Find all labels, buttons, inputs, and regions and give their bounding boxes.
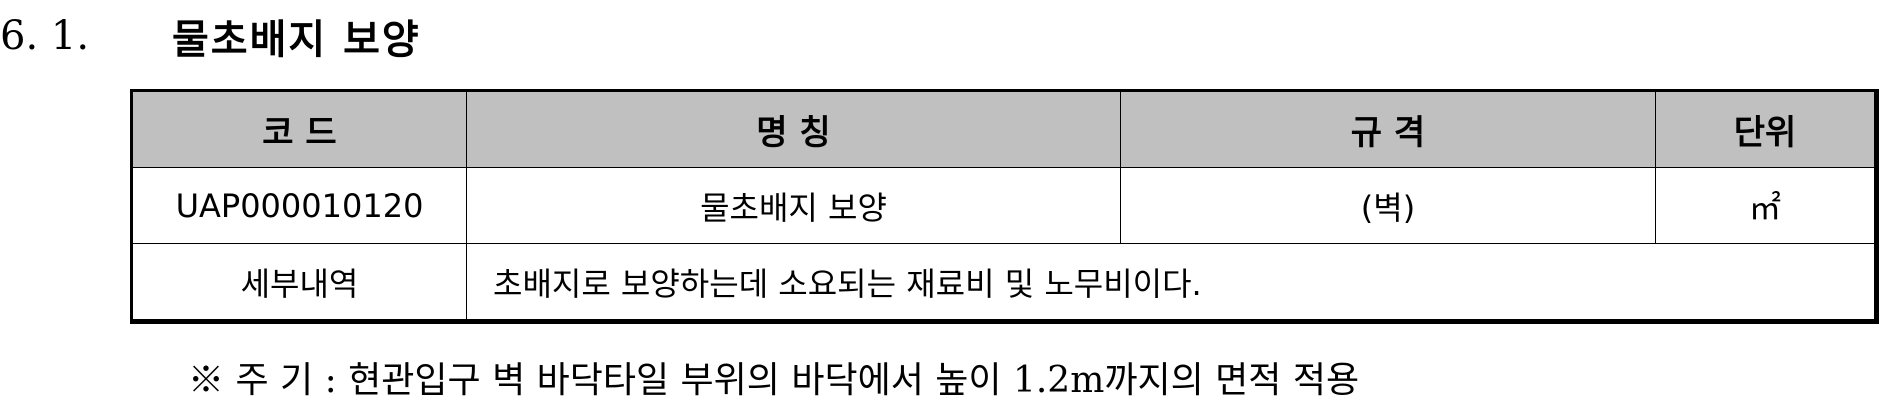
detail-text: 초배지로 보양하는데 소요되는 재료비 및 노무비이다. [466,243,1877,322]
detail-row: 세부내역 초배지로 보양하는데 소요되는 재료비 및 노무비이다. [131,243,1877,322]
cell-unit: ㎡ [1655,167,1877,244]
header-spec: 규 격 [1120,90,1656,168]
footnote: ※ 주 기 : 현관입구 벽 바닥타일 부위의 바닥에서 높이 1.2m까지의 … [188,360,1360,401]
section-heading: 6. 1. 물초배지 보양 [0,4,421,68]
section-number: 6. 1. [0,13,90,59]
spec-table: 코 드 명 칭 규 격 단위 UAP000010120 물초배지 보양 (벽) … [130,89,1879,324]
table-row: UAP000010120 물초배지 보양 (벽) ㎡ [131,167,1877,244]
cell-code: UAP000010120 [131,167,467,244]
table-header-row: 코 드 명 칭 규 격 단위 [131,90,1877,168]
header-code: 코 드 [131,90,467,168]
section-title: 물초배지 보양 [172,16,421,63]
header-unit: 단위 [1655,90,1877,168]
header-name: 명 칭 [466,90,1121,168]
cell-name: 물초배지 보양 [466,167,1121,244]
cell-spec: (벽) [1120,167,1656,244]
detail-label: 세부내역 [131,243,467,322]
